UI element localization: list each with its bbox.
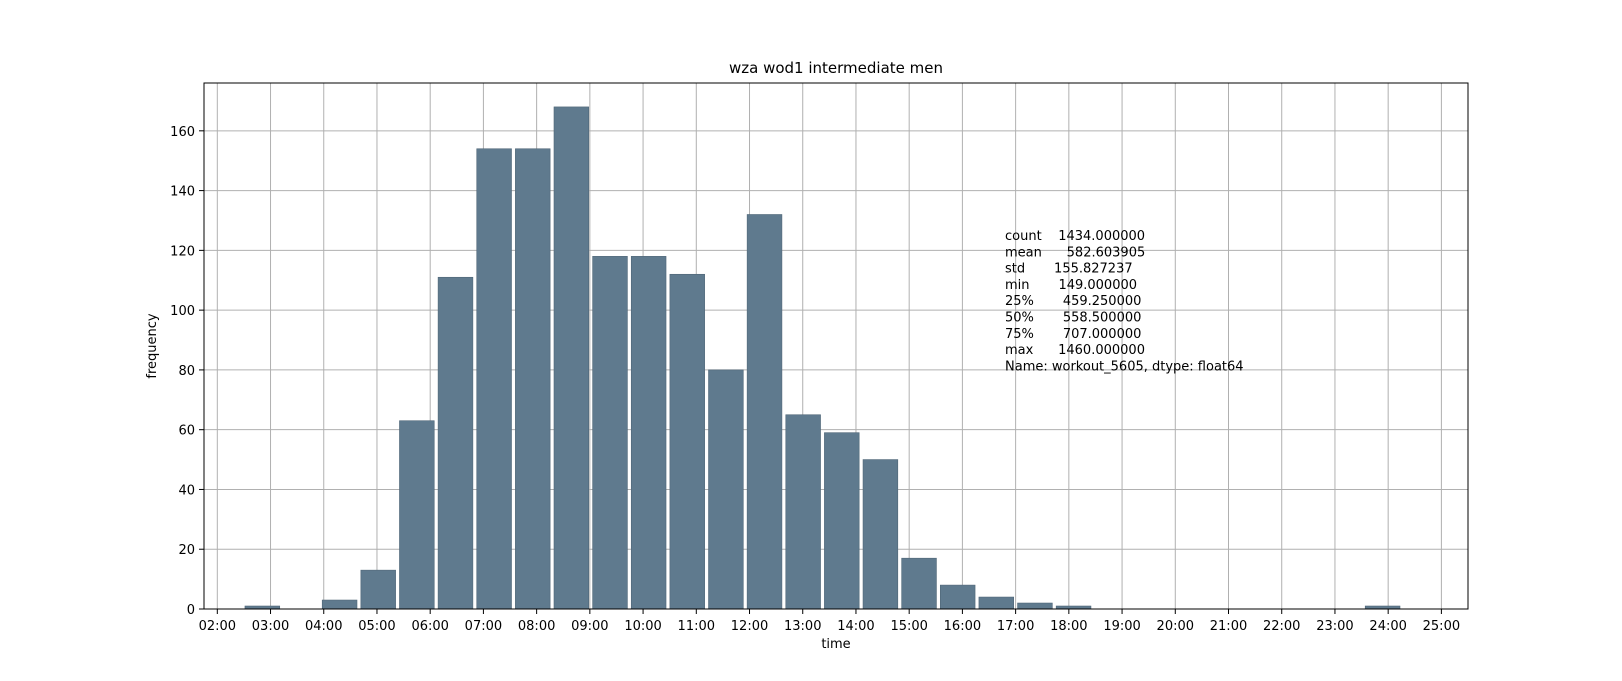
y-tick-label: 40 — [178, 483, 195, 498]
x-tick-label: 15:00 — [890, 619, 927, 634]
stats-line-25: 25% 459.250000 — [1005, 294, 1141, 309]
x-tick-label: 21:00 — [1210, 619, 1247, 634]
histogram-bar — [824, 432, 860, 610]
y-tick-label: 140 — [170, 185, 195, 200]
x-tick-label: 04:00 — [305, 619, 342, 634]
stats-line-50: 50% 558.500000 — [1005, 311, 1141, 326]
x-tick-label: 19:00 — [1103, 619, 1140, 634]
histogram-bar — [978, 596, 1014, 610]
histogram-bar — [360, 569, 396, 610]
y-tick-label: 0 — [187, 603, 195, 618]
histogram-bar — [321, 599, 358, 610]
x-tick-label: 24:00 — [1369, 619, 1406, 634]
histogram-bar — [553, 106, 590, 610]
x-tick-label: 12:00 — [731, 619, 768, 634]
x-tick-label: 14:00 — [837, 619, 874, 634]
x-tick-label: 25:00 — [1423, 619, 1460, 634]
x-axis-label: time — [821, 637, 850, 652]
histogram-bar — [746, 214, 783, 610]
bars — [244, 106, 1401, 610]
histogram-bar — [515, 148, 551, 610]
histogram-bar — [785, 414, 821, 610]
histogram-bar — [592, 256, 628, 610]
stats-annotation: count 1434.000000 mean 582.603905 std 15… — [1005, 229, 1244, 374]
x-tick-label: 06:00 — [411, 619, 448, 634]
stats-line-min: min 149.000000 — [1005, 278, 1137, 293]
ticks: 02:00 03:00 04:00 05:00 06:00 07:00 08:00 09:00… — [170, 125, 1460, 634]
histogram-bar — [1017, 602, 1053, 610]
x-tick-label: 16:00 — [944, 619, 981, 634]
y-tick-label: 120 — [170, 244, 195, 259]
y-axis-label: frequency — [145, 313, 160, 379]
x-tick-label: 18:00 — [1050, 619, 1087, 634]
x-tick-label: 07:00 — [465, 619, 502, 634]
y-tick-label: 160 — [170, 125, 195, 140]
stats-line-count: count 1434.000000 — [1005, 229, 1145, 244]
chart-title: wza wod1 intermediate men — [729, 59, 943, 77]
x-tick-label: 13:00 — [784, 619, 821, 634]
y-tick-label: 60 — [178, 424, 195, 439]
histogram-bar — [630, 256, 667, 610]
x-tick-label: 09:00 — [571, 619, 608, 634]
y-tick-label: 100 — [170, 304, 195, 319]
histogram-bar — [862, 459, 899, 610]
stats-line-mean: mean 582.603905 — [1005, 245, 1145, 260]
x-tick-label: 23:00 — [1316, 619, 1353, 634]
histogram-bar — [901, 557, 937, 610]
stats-line-std: std 155.827237 — [1005, 262, 1133, 277]
x-tick-label: 17:00 — [997, 619, 1034, 634]
x-tick-label: 20:00 — [1157, 619, 1194, 634]
histogram-bar — [669, 273, 705, 610]
axes-frame — [203, 82, 1469, 610]
x-tick-label: 05:00 — [358, 619, 395, 634]
x-tick-label: 02:00 — [199, 619, 236, 634]
histogram-bar — [476, 148, 512, 610]
stats-line-75: 75% 707.000000 — [1005, 327, 1141, 342]
histogram-bar — [708, 369, 744, 610]
y-tick-label: 80 — [178, 364, 195, 379]
plot-frame — [203, 82, 1469, 610]
stats-line-max: max 1460.000000 — [1005, 343, 1145, 358]
stats-line-name: Name: workout_5605, dtype: float64 — [1005, 359, 1244, 374]
histogram-bar — [939, 584, 976, 610]
x-tick-label: 22:00 — [1263, 619, 1300, 634]
histogram-bar — [399, 420, 435, 610]
y-tick-label: 20 — [178, 543, 195, 558]
x-tick-label: 08:00 — [518, 619, 555, 634]
x-tick-label: 03:00 — [252, 619, 289, 634]
x-tick-label: 10:00 — [624, 619, 661, 634]
x-tick-label: 11:00 — [678, 619, 715, 634]
histogram-bar — [437, 276, 474, 610]
